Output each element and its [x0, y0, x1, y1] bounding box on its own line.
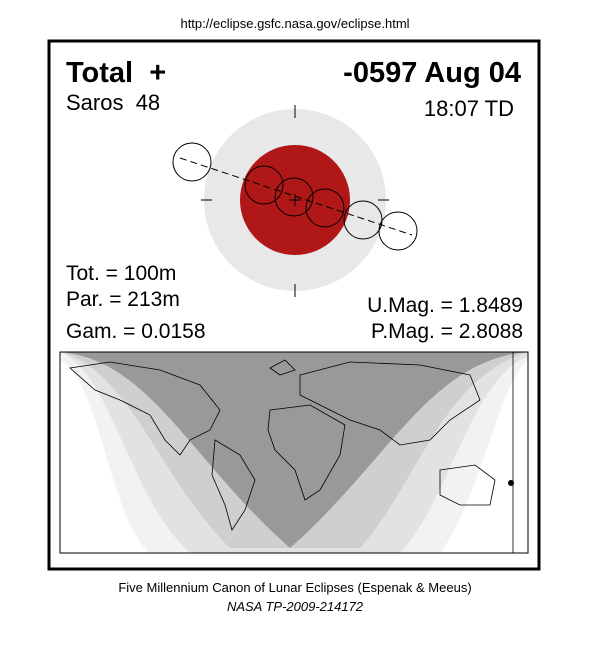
eclipse-date: -0597 Aug 04 — [343, 57, 521, 89]
moon — [172, 142, 212, 182]
coastlines — [69, 359, 496, 531]
eclipse-type: Total + — [66, 57, 166, 89]
moon — [274, 177, 314, 217]
shadow-diagram — [172, 105, 418, 297]
time: 18:07 TD — [424, 96, 514, 121]
partial: Par. = 213m — [66, 288, 180, 311]
moon — [305, 188, 345, 228]
gamma: Gam. = 0.0158 — [66, 320, 206, 343]
visibility-map — [59, 351, 529, 554]
moon-position — [508, 480, 514, 486]
total-zone — [60, 352, 528, 548]
url: http://eclipse.gsfc.nasa.gov/eclipse.htm… — [180, 16, 409, 31]
umbral-magnitude: U.Mag. = 1.8489 — [367, 294, 523, 317]
footer-canon: Five Millennium Canon of Lunar Eclipses … — [118, 580, 471, 595]
moon-path — [179, 157, 413, 236]
moon — [378, 211, 418, 251]
footer-reference: NASA TP-2009-214172 — [227, 599, 364, 614]
totality: Tot. = 100m — [66, 262, 176, 285]
moon — [244, 165, 284, 205]
penumbral-magnitude: P.Mag. = 2.8088 — [371, 320, 523, 343]
map-frame — [59, 351, 529, 554]
saros: Saros 48 — [66, 90, 160, 115]
moon-positions — [172, 142, 418, 251]
